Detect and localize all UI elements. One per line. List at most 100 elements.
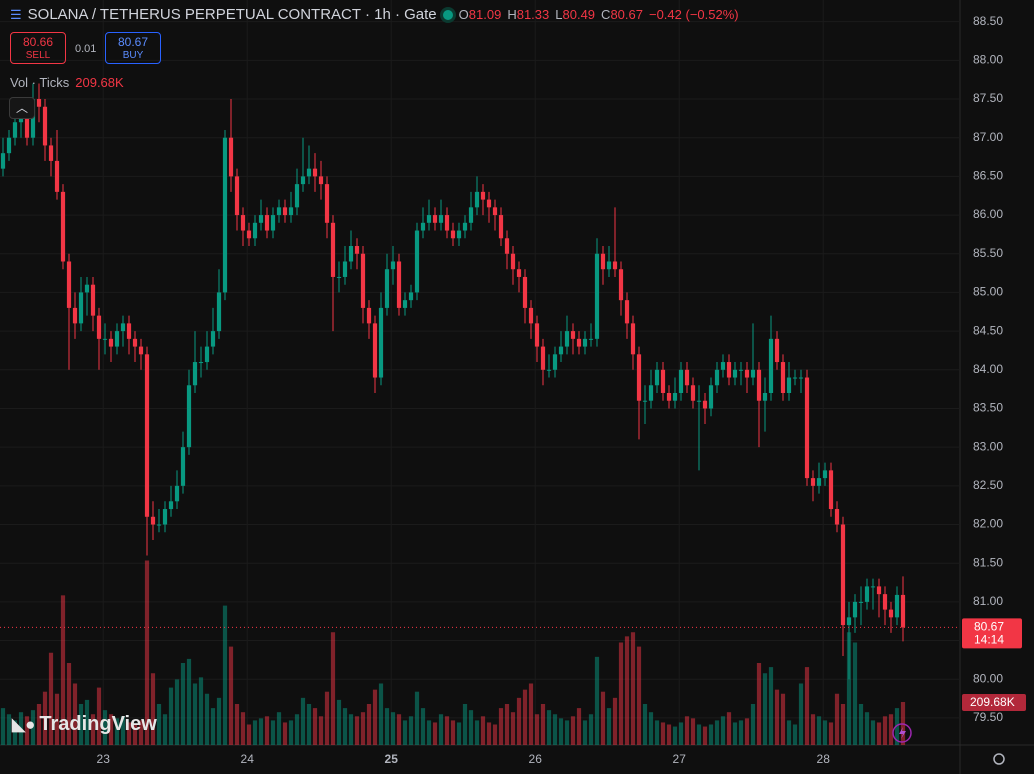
volume-bar	[246, 724, 252, 745]
sell-button[interactable]: 80.66 SELL	[10, 32, 66, 64]
candle-body	[714, 369, 720, 386]
volume-bar	[66, 663, 72, 745]
volume-bar	[276, 712, 282, 745]
volume-bar	[348, 714, 354, 745]
volume-bar	[420, 708, 426, 745]
candle-body	[780, 362, 786, 394]
volume-bar	[576, 708, 582, 745]
volume-bar	[354, 716, 360, 745]
candle-body	[420, 222, 426, 231]
ohlc-item: C80.67	[601, 7, 643, 22]
candle-body	[618, 269, 624, 301]
plot	[0, 0, 960, 745]
volume-bar	[816, 716, 822, 745]
buy-button[interactable]: 80.67 BUY	[105, 32, 161, 64]
volume-bar	[438, 714, 444, 745]
candle-body	[42, 106, 48, 146]
candle-body	[390, 261, 396, 270]
candle-body	[162, 509, 168, 525]
volume-bar	[162, 714, 168, 745]
volume-bar	[870, 720, 876, 745]
ohlc-item: O81.09	[459, 7, 502, 22]
volume-tag-label: 209.68K	[970, 695, 1015, 709]
volume-bar	[282, 722, 288, 745]
volume-bar	[582, 720, 588, 745]
candle-body	[888, 609, 894, 618]
candle-body	[564, 331, 570, 347]
candle-body	[594, 253, 600, 339]
candle-body	[120, 323, 126, 332]
candle-body	[84, 284, 90, 293]
volume-bar	[474, 720, 480, 745]
candle-body	[114, 331, 120, 347]
volume-bar	[864, 712, 870, 745]
volume-bar	[462, 704, 468, 745]
ohlc-item: L80.49	[555, 7, 595, 22]
candle-body	[510, 253, 516, 270]
candle-body	[762, 393, 768, 401]
y-tick-label: 84.00	[973, 362, 1003, 376]
candle-body	[156, 524, 162, 526]
volume-bar	[468, 710, 474, 745]
y-tick-label: 86.00	[973, 207, 1003, 221]
volume-bar	[342, 708, 348, 745]
volume-bar	[762, 673, 768, 745]
sell-label: SELL	[25, 50, 51, 61]
candle-body	[792, 377, 798, 379]
candle-body	[264, 215, 270, 231]
volume-bar	[792, 724, 798, 745]
collapse-button[interactable]: ︿	[9, 97, 35, 119]
candle-body	[252, 222, 258, 239]
y-tick-label: 82.50	[973, 478, 1003, 492]
ohlc: O81.09 H81.33 L80.49 C80.67	[459, 7, 643, 22]
volume-bar	[264, 716, 270, 745]
candle-body	[678, 369, 684, 394]
volume-bar	[180, 663, 186, 745]
volume-bar	[312, 708, 318, 745]
volume-bar	[828, 722, 834, 745]
volume-bar	[894, 708, 900, 745]
candle-body	[132, 338, 138, 347]
y-tick-label: 85.50	[973, 246, 1003, 260]
candle-body	[732, 369, 738, 378]
chart-title[interactable]: SOLANA / TETHERUS PERPETUAL CONTRACT · 1…	[27, 6, 437, 23]
ohlc-key: C	[601, 7, 611, 22]
volume-bar	[300, 697, 306, 745]
candle-body	[426, 215, 432, 223]
candle-body	[12, 122, 18, 138]
y-tick-label: 80.00	[973, 671, 1003, 685]
y-tick-label: 81.50	[973, 555, 1003, 569]
candle-body	[636, 354, 642, 401]
volume-title-text: Vol · Ticks	[10, 75, 70, 90]
candle-body	[702, 400, 708, 409]
candle-body	[312, 168, 318, 177]
volume-bar	[222, 605, 228, 745]
candle-body	[276, 207, 282, 216]
volume-bar	[708, 724, 714, 745]
candle-body	[198, 362, 204, 364]
y-tick-label: 79.50	[973, 710, 1003, 724]
last-price-label: 80.67	[974, 620, 1004, 634]
candle-body	[552, 354, 558, 370]
candle-body	[348, 246, 354, 262]
volume-bar	[168, 687, 174, 745]
volume-bar	[696, 724, 702, 745]
volume-bar	[744, 718, 750, 745]
volume-bar	[84, 699, 90, 745]
y-tick-label: 87.50	[973, 91, 1003, 105]
candle-body	[240, 215, 246, 231]
time-axis-bg	[0, 745, 1034, 774]
volume-bar	[732, 722, 738, 745]
candle-body	[342, 261, 348, 277]
candle-body	[102, 338, 108, 340]
candle-body	[360, 253, 366, 308]
candle-body	[204, 346, 210, 363]
volume-bar	[18, 712, 24, 745]
volume-bar	[78, 704, 84, 745]
volume-bar	[384, 708, 390, 745]
volume-bar	[120, 716, 126, 745]
candle-body	[402, 300, 408, 308]
candle-body	[366, 307, 372, 324]
volume-bar	[228, 646, 234, 745]
volume-bar	[510, 712, 516, 745]
